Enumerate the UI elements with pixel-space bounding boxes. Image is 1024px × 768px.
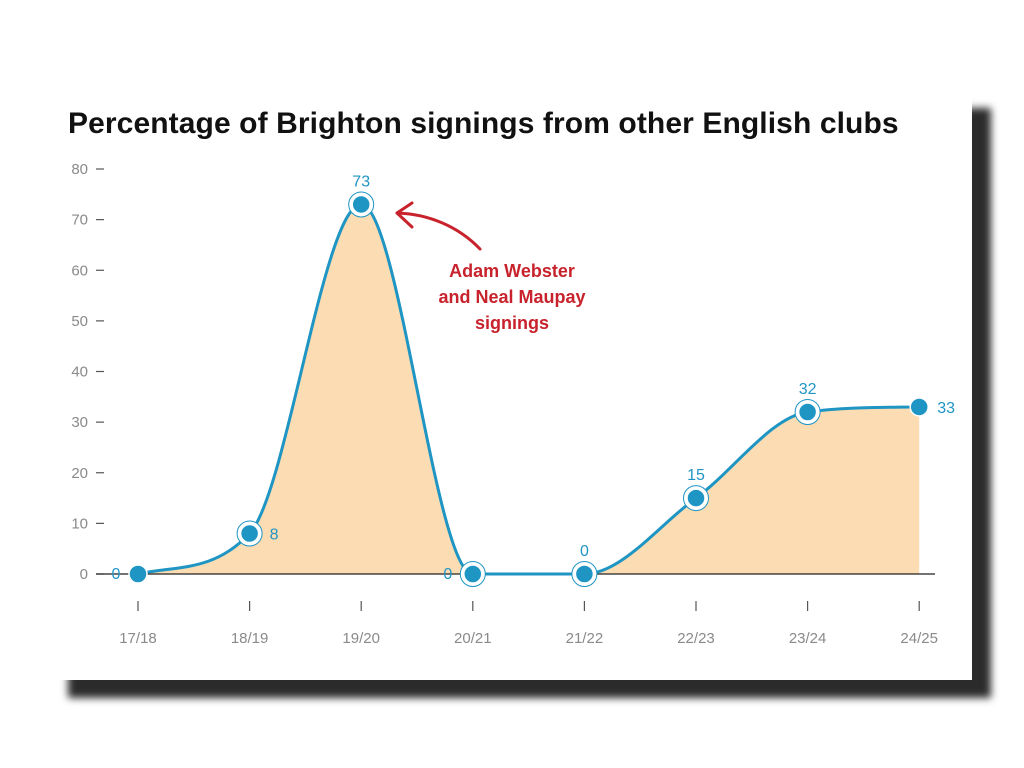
y-tick-label: 50 xyxy=(71,313,88,330)
x-tick-label: 22/23 xyxy=(677,630,715,647)
data-point xyxy=(128,564,148,584)
data-points xyxy=(128,191,929,587)
x-axis: 17/18 18/19 19/20 20/21 21/22 22/23 23/24 24/25 xyxy=(119,601,938,647)
y-axis: 0 10 20 30 40 50 60 70 80 xyxy=(71,161,104,583)
data-point xyxy=(239,523,260,544)
data-point xyxy=(909,397,929,417)
x-tick-label: 19/20 xyxy=(342,630,380,647)
annotation: Adam Webster and Neal Maupay signings xyxy=(395,201,586,333)
area-fill xyxy=(138,204,920,574)
y-tick-label: 0 xyxy=(80,566,88,583)
x-tick-label: 20/21 xyxy=(454,630,492,647)
y-tick-label: 20 xyxy=(71,465,88,482)
x-tick-label: 23/24 xyxy=(789,630,827,647)
data-point xyxy=(686,488,706,508)
y-tick-label: 40 xyxy=(71,364,88,381)
data-label: 33 xyxy=(937,400,955,417)
y-tick-label: 60 xyxy=(71,262,88,279)
annotation-text: Adam Webster xyxy=(449,261,575,281)
y-tick-label: 30 xyxy=(71,414,88,431)
data-label: 15 xyxy=(687,467,705,484)
chart-card xyxy=(52,88,972,680)
x-tick-label: 21/22 xyxy=(566,630,604,647)
data-labels: 0 8 73 0 0 15 32 33 xyxy=(112,173,956,583)
data-point xyxy=(351,194,371,215)
y-tick-label: 10 xyxy=(71,515,88,532)
x-tick-label: 24/25 xyxy=(900,630,938,647)
y-tick-label: 80 xyxy=(71,161,88,178)
data-label: 32 xyxy=(799,381,817,398)
data-label: 0 xyxy=(580,543,589,560)
x-tick-label: 18/19 xyxy=(231,630,269,647)
x-tick-label: 17/18 xyxy=(119,630,157,647)
chart-title: Percentage of Brighton signings from oth… xyxy=(68,107,899,140)
y-tick-label: 70 xyxy=(71,212,88,229)
data-label: 8 xyxy=(270,527,279,544)
data-point xyxy=(463,564,483,584)
data-label: 0 xyxy=(112,566,121,583)
data-point xyxy=(574,564,595,584)
annotation-text: signings xyxy=(475,313,549,333)
data-point xyxy=(797,402,818,422)
annotation-text: and Neal Maupay xyxy=(438,287,585,307)
data-label: 0 xyxy=(443,566,452,583)
annotation-arrow xyxy=(395,211,482,251)
data-label: 73 xyxy=(352,173,370,190)
annotation-arrowhead xyxy=(395,201,414,229)
